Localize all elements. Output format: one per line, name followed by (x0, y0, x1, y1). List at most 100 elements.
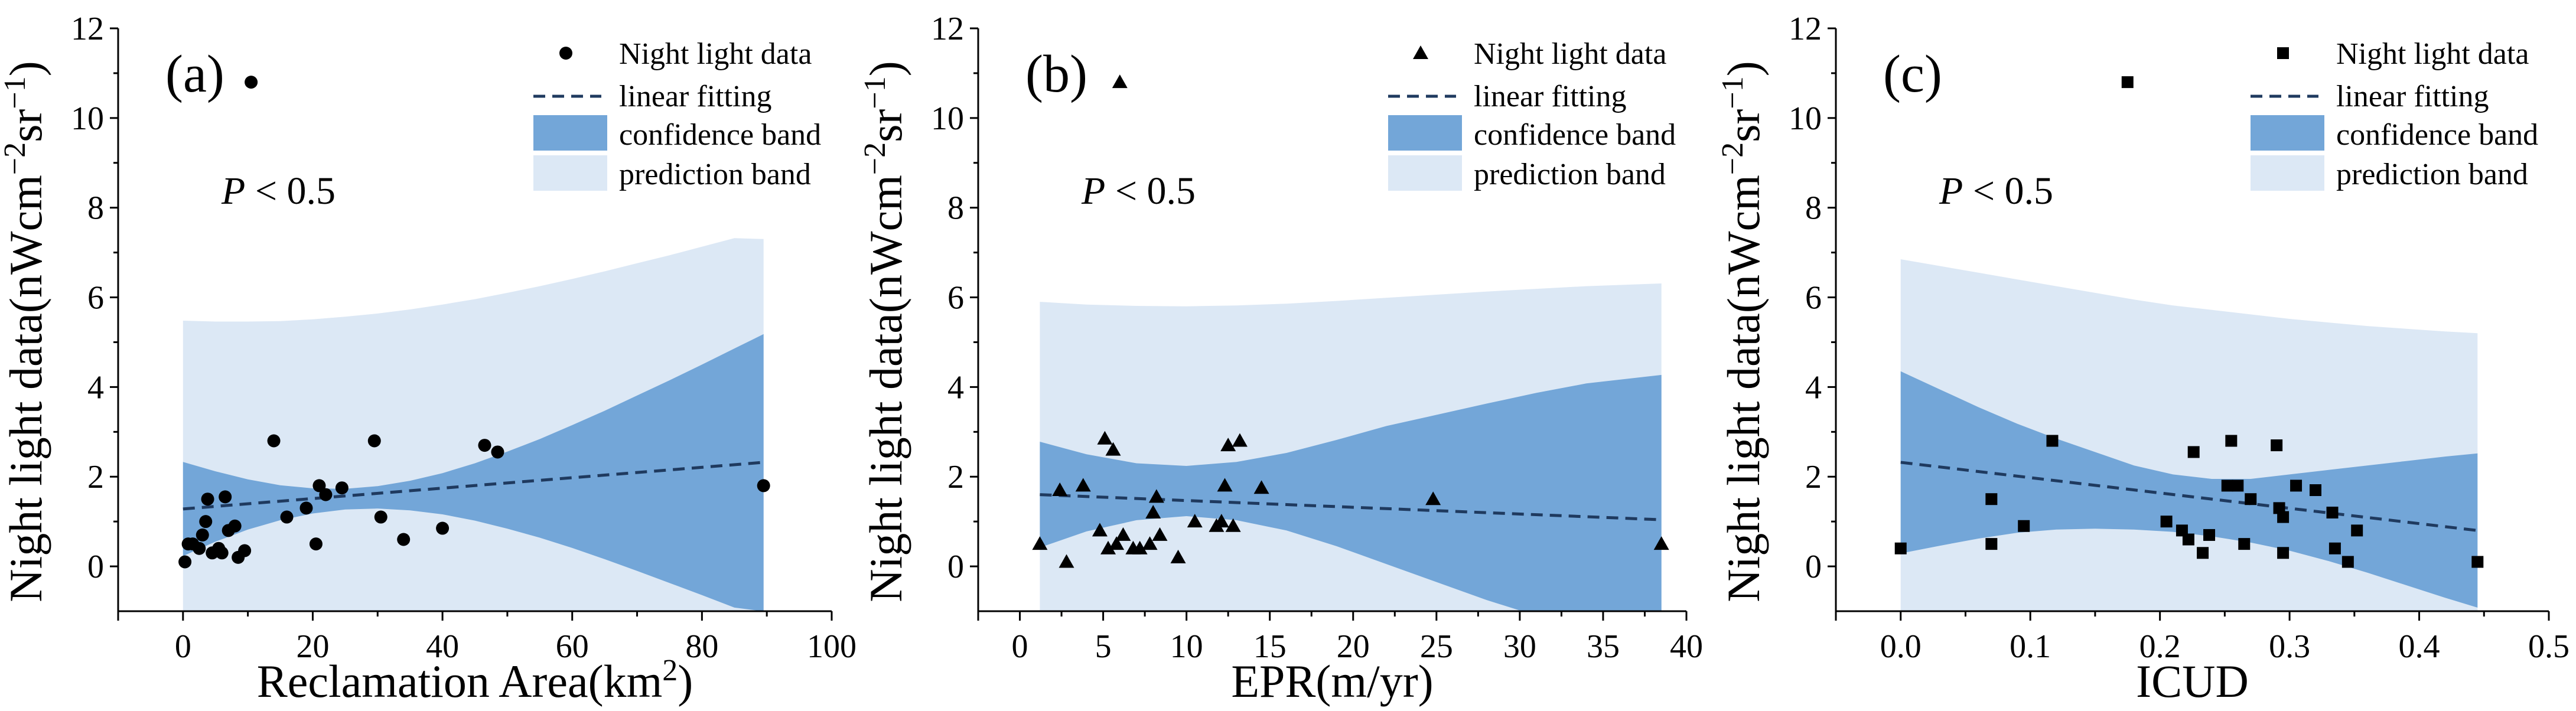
y-tick-label: 4 (1805, 369, 1822, 406)
data-point (1985, 493, 1998, 505)
data-point (245, 76, 258, 89)
data-point (1112, 74, 1128, 89)
data-point (491, 445, 504, 459)
x-axis-title: EPR(m/yr) (1231, 655, 1433, 707)
legend-label-fit: linear fitting (2336, 80, 2489, 113)
x-tick-label: 35 (1587, 628, 1620, 665)
x-axis-title: ICUD (2136, 655, 2249, 707)
y-axis-title: Night light data(nWcm−2sr−1) (858, 61, 912, 602)
y-tick-label: 8 (87, 190, 104, 227)
data-point (238, 544, 252, 557)
legend: Night light data linear fitting confidence… (1388, 37, 1676, 191)
data-point (1220, 438, 1236, 452)
y-tick-label: 12 (1789, 11, 1822, 47)
data-point (2238, 538, 2251, 550)
data-point (2221, 480, 2233, 492)
legend: Night light data linear fitting confidence… (533, 37, 821, 191)
data-point (267, 434, 281, 448)
legend-label-prediction: prediction band (1474, 158, 1666, 191)
data-point (2187, 446, 2200, 458)
data-point (1115, 527, 1131, 541)
legend-label-points: Night light data (2336, 37, 2529, 71)
y-tick-label: 10 (1789, 100, 1822, 137)
panel-b: 0 2 4 6 8 10 12 0 5 10 15 20 25 30 35 40 EPR(m/yr) Night … (858, 11, 1704, 707)
x-axis-title: Reclamation Area(km2) (257, 654, 693, 707)
data-point (1145, 504, 1161, 518)
data-point (1170, 549, 1186, 563)
x-tick-label: 60 (556, 628, 589, 665)
data-point (335, 481, 349, 495)
data-point (299, 501, 313, 515)
data-point (1142, 536, 1158, 550)
data-point (199, 515, 213, 529)
data-point (1425, 491, 1441, 505)
data-point (280, 510, 294, 524)
data-point (309, 537, 323, 551)
data-point (1075, 478, 1091, 492)
confidence-band (183, 334, 764, 611)
y-tick-label: 4 (87, 369, 104, 406)
panel-a: 0 2 4 6 8 10 12 0 20 40 60 80 100 Reclamation Area(km… (0, 11, 857, 707)
data-point (201, 493, 214, 506)
data-point (2309, 484, 2321, 497)
legend: Night light data linear fitting confidence… (2251, 37, 2538, 191)
x-tick-label: 10 (1170, 628, 1203, 665)
x-tick-label: 100 (807, 628, 857, 665)
legend-point-marker (2277, 47, 2289, 59)
legend-prediction-swatch (533, 155, 607, 191)
data-point (2273, 502, 2285, 514)
p-value-label: P < 0.5 (221, 169, 336, 213)
data-point (1217, 478, 1233, 492)
data-point (193, 542, 206, 555)
data-point (1225, 518, 1241, 532)
data-point (2341, 556, 2354, 568)
data-point (2046, 435, 2059, 447)
legend-label-confidence: confidence band (1474, 118, 1676, 152)
legend-prediction-swatch (1388, 155, 1462, 191)
legend-label-prediction: prediction band (619, 158, 811, 191)
data-point (2290, 480, 2303, 492)
x-tick-label: 25 (1420, 628, 1453, 665)
panel-label: (b) (1025, 45, 1087, 103)
legend-label-prediction: prediction band (2336, 158, 2528, 191)
y-tick-label: 0 (947, 549, 964, 585)
data-point (2182, 533, 2194, 546)
legend-label-points: Night light data (619, 37, 812, 71)
y-tick-label: 10 (71, 100, 104, 137)
y-tick-label: 2 (1805, 459, 1822, 495)
y-tick-label: 4 (947, 369, 964, 406)
data-point (757, 479, 770, 493)
data-point (319, 488, 333, 501)
fit-line (1040, 493, 1662, 521)
legend-label-confidence: confidence band (619, 118, 821, 152)
data-point (2277, 547, 2290, 559)
x-tick-label: 40 (426, 628, 459, 665)
y-tick-label: 12 (71, 11, 104, 47)
legend-confidence-swatch (533, 115, 607, 151)
data-point (367, 434, 381, 448)
data-point (228, 519, 242, 533)
y-tick-label: 2 (947, 459, 964, 495)
p-value-label: P < 0.5 (1081, 169, 1196, 213)
fit-line (183, 461, 764, 511)
data-point (2471, 556, 2484, 568)
data-point (219, 490, 232, 504)
data-point (1052, 482, 1068, 497)
x-tick-label: 20 (296, 628, 329, 665)
data-point (2277, 511, 2290, 523)
data-point (1985, 538, 1998, 550)
panel-label: (a) (165, 45, 224, 103)
legend-label-confidence: confidence band (2336, 118, 2538, 152)
data-point (1152, 527, 1168, 541)
y-tick-label: 0 (1805, 549, 1822, 585)
y-tick-label: 6 (1805, 280, 1822, 317)
data-point (2232, 480, 2244, 492)
x-tick-label: 0.5 (2528, 628, 2570, 665)
data-point (2351, 524, 2363, 537)
y-tick-label: 12 (931, 11, 964, 47)
x-tick-label: 30 (1503, 628, 1536, 665)
data-point (1092, 523, 1108, 537)
panel-label: (c) (1883, 45, 1942, 103)
x-tick-label: 0.2 (2139, 628, 2181, 665)
data-point (2203, 529, 2216, 541)
